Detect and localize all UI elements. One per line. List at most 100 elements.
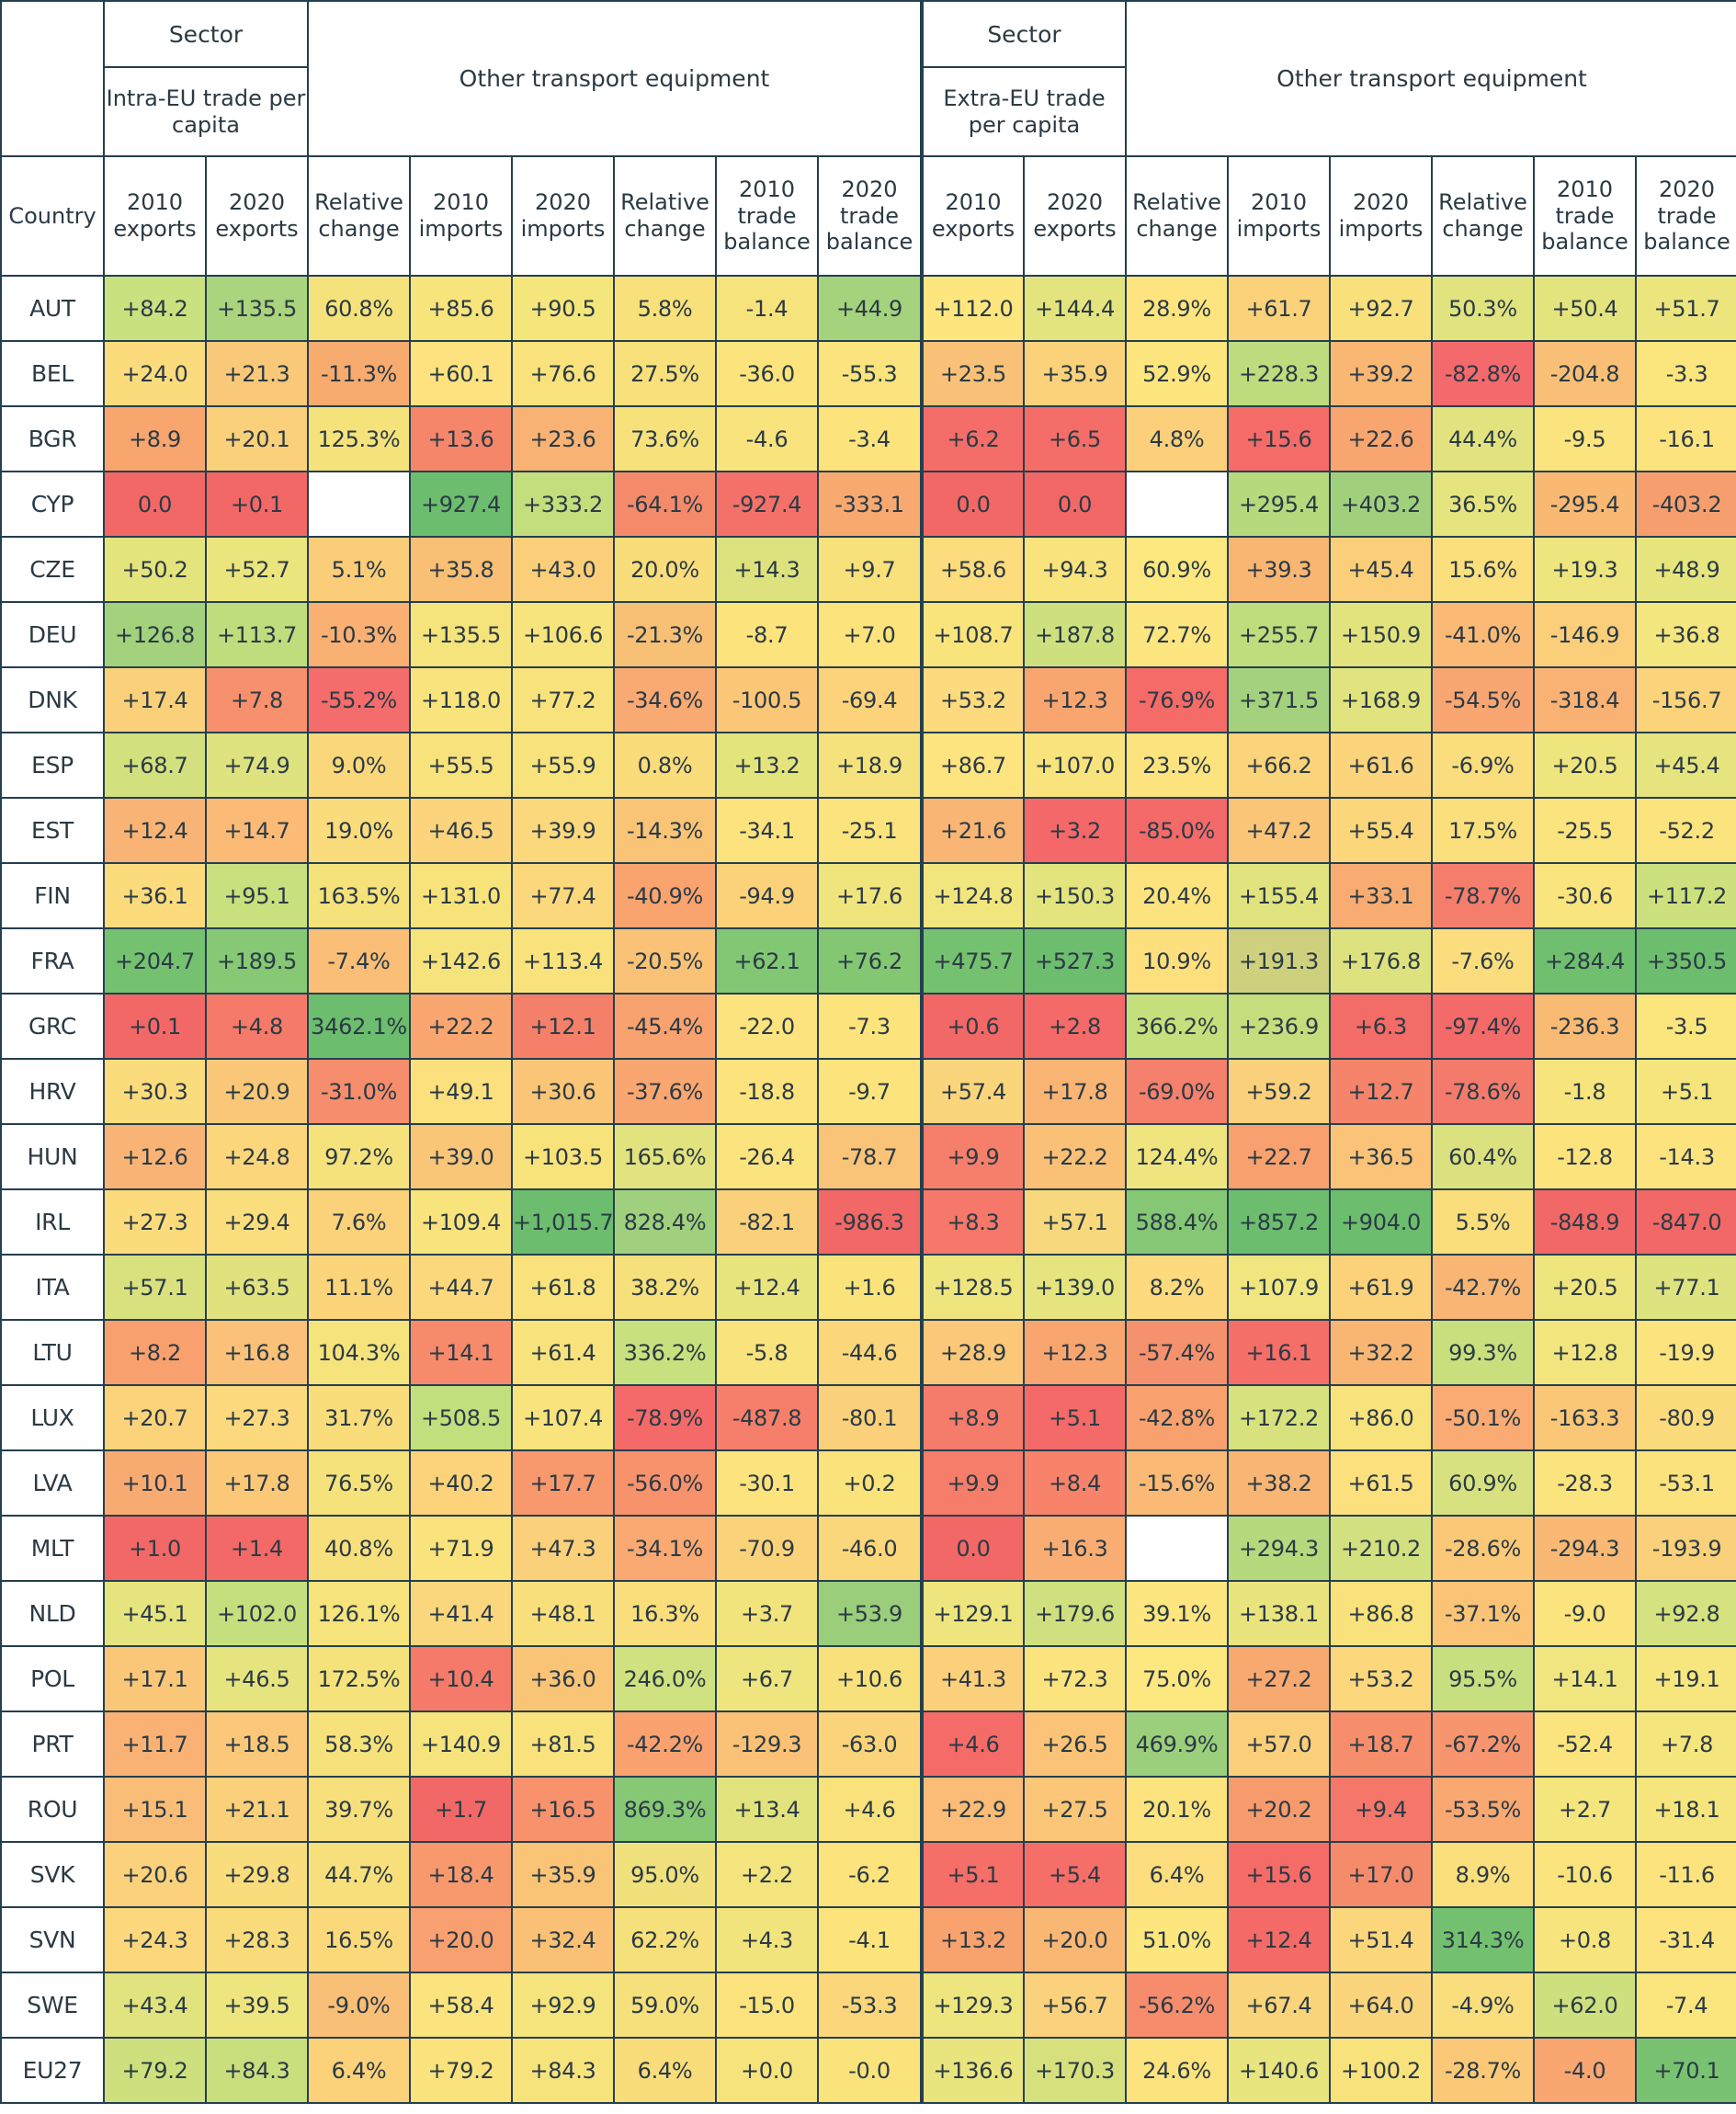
column-header: 2020 exports [1023,155,1127,277]
value-cell: +12.4 [1227,1906,1331,1973]
value-cell: +9.9 [920,1123,1025,1190]
value-cell: +1,015.7 [511,1188,615,1256]
value-cell: +17.8 [205,1449,309,1517]
value-cell: -28.7% [1431,2037,1535,2104]
value-cell: -42.2% [613,1711,717,1778]
value-cell: +12.4 [715,1254,819,1321]
value-cell: -56.2% [1125,1972,1229,2039]
value-cell: +8.9 [103,405,207,472]
value-cell: -21.3% [613,601,717,668]
country-cell: ITA [0,1254,105,1321]
country-cell: DNK [0,666,105,733]
value-cell: -7.6% [1431,927,1535,994]
country-cell: LTU [0,1319,105,1386]
value-cell: 125.3% [307,405,411,472]
table-row: BEL +24.0 +21.3 -11.3% +60.1 +76.6 27.5% -36.0-… [0,340,1736,407]
value-cell: +40.2 [409,1449,513,1517]
value-cell: -55.3 [817,340,923,407]
value-cell: +92.8 [1634,1580,1736,1647]
country-cell: BGR [0,405,105,472]
country-cell: HRV [0,1058,105,1125]
value-cell: 124.4% [1125,1123,1229,1190]
value-cell: -163.3 [1533,1384,1637,1451]
value-cell: +11.7 [103,1711,207,1778]
value-cell: +57.1 [103,1254,207,1321]
column-header: 2020 imports [1329,155,1433,277]
value-cell: +527.3 [1023,927,1127,994]
value-cell: +49.1 [409,1058,513,1125]
value-cell: +7.8 [1634,1711,1736,1778]
country-cell: BEL [0,340,105,407]
value-cell: +117.2 [1634,862,1736,929]
value-cell: -70.9 [715,1515,819,1582]
value-cell: 76.5% [307,1449,411,1517]
value-cell: 314.3% [1431,1906,1535,1973]
value-cell: 0.0 [920,1515,1025,1582]
value-cell: -9.5 [1533,405,1637,472]
value-cell: +236.9 [1227,993,1331,1060]
value-cell: +51.4 [1329,1906,1433,1973]
value-cell: 20.1% [1125,1776,1229,1843]
value-cell: +76.6 [511,340,615,407]
value-cell: +20.5 [1533,732,1637,799]
country-cell: AUT [0,275,105,342]
value-cell: -53.1 [1634,1449,1736,1517]
value-cell: 62.2% [613,1906,717,1973]
value-cell: +44.9 [817,275,923,342]
table-row: DEU +126.8 +113.7 -10.3% +135.5 +106.6 -21.3% -… [0,601,1736,668]
value-cell: -15.6% [1125,1449,1229,1517]
value-cell: +36.0 [511,1645,615,1712]
country-column-header: Country [0,155,105,277]
value-cell: +22.2 [409,993,513,1060]
value-cell: 20.4% [1125,862,1229,929]
value-cell: +20.1 [205,405,309,472]
value-cell [1125,1515,1229,1582]
value-cell: -28.3 [1533,1449,1637,1517]
value-cell: 7.6% [307,1188,411,1256]
value-cell: +118.0 [409,666,513,733]
value-cell: +39.9 [511,797,615,864]
value-cell: +79.2 [409,2037,513,2104]
value-cell: -31.0% [307,1058,411,1125]
value-cell: +2.2 [715,1841,819,1908]
value-cell: +172.2 [1227,1384,1331,1451]
country-cell: SVN [0,1906,105,1973]
table-row: EST +12.4 +14.7 19.0% +46.5 +39.9 -14.3% -34.1-… [0,797,1736,864]
value-cell: 60.9% [1125,536,1229,603]
value-cell: +9.4 [1329,1776,1433,1843]
country-cell: POL [0,1645,105,1712]
column-header: 2020 trade balance [1634,155,1736,277]
value-cell: +10.6 [817,1645,923,1712]
value-cell: 8.2% [1125,1254,1229,1321]
value-cell: -42.7% [1431,1254,1535,1321]
value-cell: 40.8% [307,1515,411,1582]
value-cell: -1.4 [715,275,819,342]
value-cell: -45.4% [613,993,717,1060]
country-cell: CYP [0,471,105,538]
value-cell: +139.0 [1023,1254,1127,1321]
value-cell: +17.7 [511,1449,615,1517]
value-cell: 165.6% [613,1123,717,1190]
value-cell: +12.8 [1533,1319,1637,1386]
table-row: FIN +36.1 +95.1 163.5% +131.0 +77.4 -40.9% -94.… [0,862,1736,929]
table-row: CYP 0.0 +0.1 +927.4 +333.2 -64.1% -927.4 -333.1… [0,471,1736,538]
value-cell: +32.2 [1329,1319,1433,1386]
value-cell: -847.0 [1634,1188,1736,1256]
value-cell: +77.4 [511,862,615,929]
value-cell: -78.9% [613,1384,717,1451]
value-cell: +70.1 [1634,2037,1736,2104]
country-cell: LVA [0,1449,105,1517]
value-cell: +150.3 [1023,862,1127,929]
value-cell: +108.7 [920,601,1025,668]
value-cell: 58.3% [307,1711,411,1778]
value-cell: +350.5 [1634,927,1736,994]
table-row: DNK +17.4 +7.8 -55.2% +118.0 +77.2 -34.6% -100.… [0,666,1736,733]
value-cell: -3.3 [1634,340,1736,407]
value-cell: +28.3 [205,1906,309,1973]
value-cell: +17.4 [103,666,207,733]
value-cell: +16.5 [511,1776,615,1843]
value-cell: +107.0 [1023,732,1127,799]
value-cell: 5.8% [613,275,717,342]
value-cell: +16.8 [205,1319,309,1386]
value-cell: +0.6 [920,993,1025,1060]
